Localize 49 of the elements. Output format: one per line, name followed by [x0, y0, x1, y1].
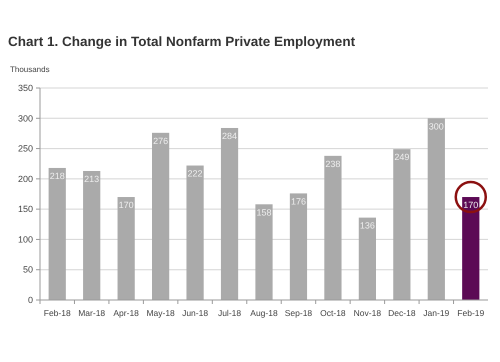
bar: [324, 156, 342, 300]
data-label: 249: [394, 152, 410, 162]
x-tick-label: Jun-18: [182, 308, 208, 318]
data-label: 158: [256, 207, 272, 218]
data-label: 300: [428, 121, 444, 132]
y-tick-label: 250: [18, 144, 33, 154]
x-tick-label: Jul-18: [218, 308, 242, 318]
x-tick-label: Dec-18: [388, 308, 416, 318]
x-tick-label: Nov-18: [354, 308, 382, 318]
bar: [83, 170, 100, 300]
bar: [290, 193, 308, 300]
x-tick-label: Oct-18: [320, 308, 346, 318]
y-tick-label: 300: [18, 113, 33, 124]
x-tick-label: Apr-18: [113, 308, 140, 318]
y-tick-label: 50: [22, 264, 33, 275]
bar: [118, 197, 135, 300]
bar: [393, 149, 410, 300]
y-axis-title: Thousands: [10, 65, 50, 74]
x-tick-label: Feb-18: [44, 308, 71, 318]
y-tick-label: 100: [18, 234, 33, 244]
bar: [358, 218, 376, 300]
x-tick-label: Sep-18: [284, 308, 312, 318]
x-tick-label: Aug-18: [250, 308, 278, 318]
data-label: 238: [325, 158, 340, 169]
bar: [428, 118, 445, 300]
bar: [220, 128, 238, 300]
bar: [186, 166, 204, 300]
x-tick-label: Mar-18: [78, 308, 106, 318]
data-label: 218: [50, 170, 65, 181]
y-tick-label: 150: [18, 204, 33, 214]
data-label: 213: [84, 174, 100, 184]
data-label: 284: [222, 130, 238, 141]
chart-title: Chart 1. Change in Total Nonfarm Private Employment: [8, 34, 356, 49]
data-label: 176: [290, 196, 306, 206]
data-label: 276: [153, 136, 168, 146]
data-label: 222: [188, 168, 203, 179]
y-tick-label: 0: [28, 295, 33, 305]
y-tick-label: 200: [18, 174, 33, 184]
x-tick-label: Feb-19: [457, 308, 485, 318]
bar: [462, 197, 480, 300]
x-tick-label: Jan-19: [423, 308, 450, 318]
bar: [255, 204, 273, 300]
bar: [152, 132, 170, 300]
bar: [48, 168, 66, 300]
x-tick-label: May-18: [146, 308, 176, 318]
y-tick-label: 350: [18, 83, 33, 93]
data-label: 170: [118, 200, 134, 210]
data-label: 136: [360, 220, 375, 231]
data-label: 170: [463, 200, 478, 210]
